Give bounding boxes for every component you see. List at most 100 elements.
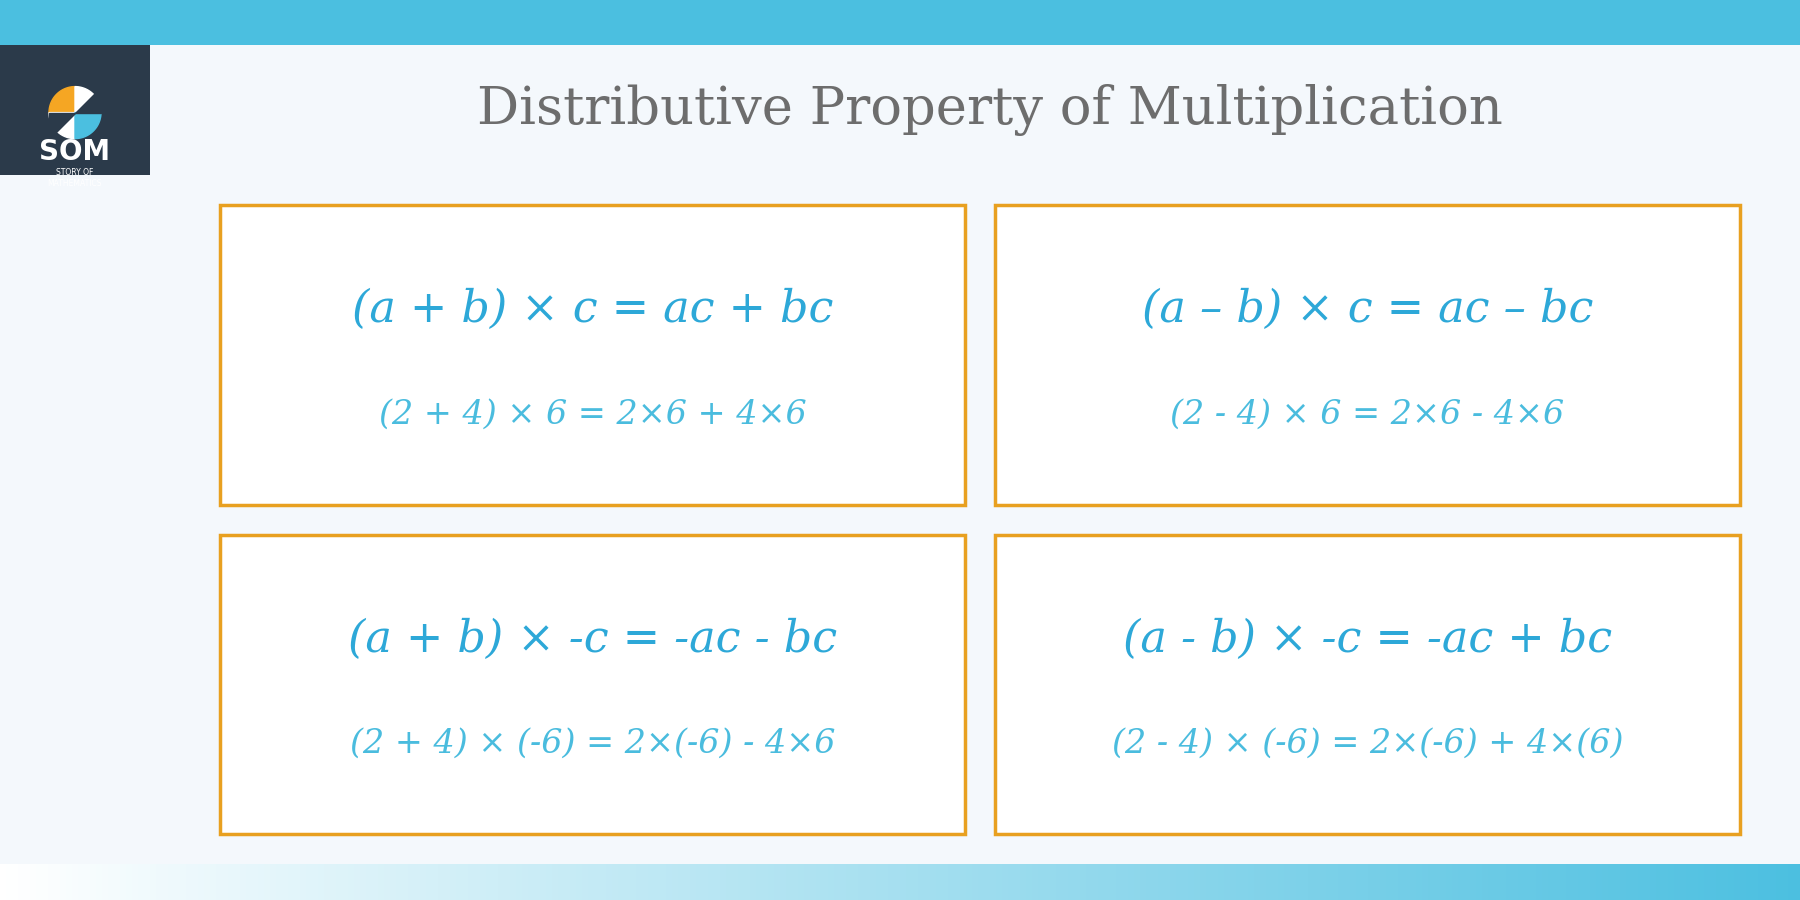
Bar bbox=[1471, 864, 1478, 900]
Bar bbox=[535, 864, 542, 900]
Bar bbox=[931, 864, 938, 900]
Bar bbox=[1085, 864, 1093, 900]
Bar bbox=[1121, 864, 1129, 900]
Bar bbox=[18, 864, 25, 900]
FancyBboxPatch shape bbox=[220, 535, 965, 834]
Bar bbox=[643, 864, 650, 900]
Bar bbox=[1026, 864, 1033, 900]
Text: SOM: SOM bbox=[40, 138, 110, 166]
Bar bbox=[743, 864, 751, 900]
Bar bbox=[1242, 864, 1249, 900]
Bar bbox=[1229, 864, 1237, 900]
Bar bbox=[288, 864, 295, 900]
Text: (2 + 4) × (-6) = 2×(-6) - 4×6: (2 + 4) × (-6) = 2×(-6) - 4×6 bbox=[349, 728, 835, 760]
Bar bbox=[1337, 864, 1345, 900]
Bar bbox=[756, 864, 763, 900]
Bar bbox=[864, 864, 871, 900]
Bar bbox=[1427, 864, 1435, 900]
Bar bbox=[1733, 864, 1741, 900]
Bar bbox=[967, 864, 974, 900]
Bar bbox=[527, 864, 535, 900]
Bar bbox=[733, 864, 740, 900]
Bar bbox=[941, 864, 949, 900]
Bar bbox=[1134, 864, 1141, 900]
Bar bbox=[1687, 864, 1694, 900]
Bar bbox=[630, 864, 637, 900]
FancyBboxPatch shape bbox=[220, 205, 965, 505]
Bar bbox=[589, 864, 596, 900]
Bar bbox=[1211, 864, 1219, 900]
Bar bbox=[661, 864, 668, 900]
Bar bbox=[1237, 864, 1244, 900]
Bar bbox=[36, 864, 43, 900]
Bar bbox=[617, 864, 625, 900]
Bar bbox=[936, 864, 943, 900]
Bar bbox=[1535, 864, 1543, 900]
Bar bbox=[648, 864, 655, 900]
Bar bbox=[995, 864, 1003, 900]
Text: (a + b) × -c = -ac - bc: (a + b) × -c = -ac - bc bbox=[347, 617, 837, 661]
Bar bbox=[1044, 864, 1051, 900]
Bar bbox=[1566, 864, 1573, 900]
Bar bbox=[1309, 864, 1316, 900]
Bar bbox=[383, 864, 391, 900]
Bar bbox=[697, 864, 704, 900]
Bar bbox=[1273, 864, 1280, 900]
Bar bbox=[221, 864, 229, 900]
Bar bbox=[715, 864, 722, 900]
Bar bbox=[1548, 864, 1555, 900]
Bar bbox=[923, 864, 931, 900]
Bar bbox=[625, 864, 632, 900]
Bar bbox=[509, 864, 517, 900]
Bar bbox=[1777, 864, 1784, 900]
Bar bbox=[558, 864, 565, 900]
Bar bbox=[378, 864, 385, 900]
Bar bbox=[1193, 864, 1201, 900]
Bar bbox=[769, 864, 776, 900]
Bar bbox=[1031, 864, 1039, 900]
Bar bbox=[175, 864, 182, 900]
Bar bbox=[1615, 864, 1622, 900]
Bar bbox=[1049, 864, 1057, 900]
Bar bbox=[1381, 864, 1388, 900]
Bar bbox=[1139, 864, 1147, 900]
Bar bbox=[1517, 864, 1525, 900]
Bar bbox=[1057, 864, 1064, 900]
Bar bbox=[1363, 864, 1370, 900]
Bar bbox=[977, 864, 985, 900]
Bar bbox=[1206, 864, 1213, 900]
Bar bbox=[216, 864, 223, 900]
Bar bbox=[612, 864, 619, 900]
Bar bbox=[1499, 864, 1507, 900]
Bar bbox=[234, 864, 241, 900]
Bar bbox=[1265, 864, 1273, 900]
Bar bbox=[828, 864, 835, 900]
Bar bbox=[31, 864, 38, 900]
Bar bbox=[1170, 864, 1177, 900]
Bar bbox=[1003, 864, 1010, 900]
Bar bbox=[1391, 864, 1399, 900]
Bar bbox=[481, 864, 488, 900]
Polygon shape bbox=[49, 86, 76, 112]
Bar bbox=[1219, 864, 1226, 900]
Bar bbox=[1350, 864, 1357, 900]
Bar bbox=[954, 864, 961, 900]
Bar bbox=[1399, 864, 1406, 900]
Bar bbox=[1319, 864, 1327, 900]
Bar bbox=[1440, 864, 1447, 900]
Bar bbox=[239, 864, 247, 900]
Bar bbox=[49, 864, 56, 900]
Bar bbox=[553, 864, 560, 900]
Bar bbox=[571, 864, 578, 900]
Bar bbox=[1764, 864, 1771, 900]
Bar bbox=[599, 864, 607, 900]
Bar bbox=[85, 864, 92, 900]
Bar bbox=[347, 864, 355, 900]
Bar bbox=[1409, 864, 1417, 900]
Bar bbox=[1633, 864, 1640, 900]
Bar bbox=[1679, 864, 1687, 900]
Bar bbox=[738, 864, 745, 900]
Bar bbox=[846, 864, 853, 900]
Bar bbox=[437, 864, 445, 900]
Bar bbox=[365, 864, 373, 900]
